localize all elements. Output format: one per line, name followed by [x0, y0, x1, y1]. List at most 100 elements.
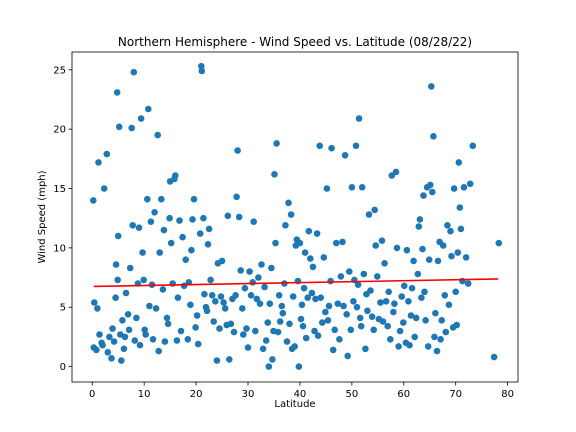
data-point: [218, 257, 226, 265]
data-point: [220, 299, 227, 306]
plot-frame: [71, 51, 519, 383]
data-point: [343, 311, 351, 318]
data-point: [240, 331, 247, 338]
data-point: [91, 299, 98, 306]
data-point: [142, 331, 149, 338]
data-point: [262, 337, 270, 344]
data-point: [152, 305, 160, 312]
data-point: [110, 338, 118, 345]
data-point: [289, 293, 297, 300]
data-point: [362, 345, 369, 353]
data-point: [144, 195, 151, 203]
data-point: [379, 318, 387, 325]
data-point: [192, 324, 199, 331]
data-point: [95, 159, 102, 166]
data-point: [189, 216, 196, 223]
data-point: [190, 195, 198, 203]
data-point: [113, 89, 121, 96]
data-point: [201, 290, 208, 298]
data-point: [316, 142, 324, 150]
data-point: [243, 325, 250, 332]
data-point: [269, 356, 276, 363]
data-point: [422, 317, 429, 324]
data-point: [337, 273, 345, 280]
data-point: [350, 298, 357, 305]
data-point: [232, 292, 239, 299]
data-point: [122, 289, 130, 297]
data-point: [416, 216, 424, 223]
data-point: [372, 242, 380, 249]
data-point: [364, 307, 371, 315]
data-point: [395, 343, 402, 350]
data-point: [208, 292, 216, 299]
data-point: [336, 336, 343, 343]
data-point: [298, 301, 306, 309]
x-axis-label: Latitude: [274, 399, 315, 410]
data-point: [347, 326, 355, 334]
data-point: [355, 115, 363, 122]
data-point: [93, 346, 100, 354]
data-point: [167, 239, 175, 247]
data-point: [317, 294, 325, 302]
data-point: [415, 223, 423, 230]
data-point: [425, 256, 433, 264]
data-point: [368, 313, 376, 321]
data-point: [308, 289, 316, 297]
data-point: [156, 249, 163, 256]
data-point: [407, 312, 415, 319]
data-point: [179, 233, 186, 241]
data-point: [194, 340, 202, 348]
data-point: [210, 318, 217, 325]
x-tick-label: 10: [138, 389, 151, 400]
data-point: [187, 301, 194, 309]
data-point: [233, 193, 240, 201]
data-point: [146, 302, 153, 310]
data-point: [396, 327, 404, 335]
data-point: [217, 293, 225, 300]
data-point: [490, 353, 498, 361]
data-point: [377, 299, 384, 306]
data-point: [126, 264, 134, 272]
data-point: [271, 171, 278, 178]
y-ticks: 0 5 10 15 20 25: [53, 65, 72, 373]
data-point: [398, 293, 406, 300]
x-tick-label: 60: [397, 389, 410, 400]
data-point: [147, 218, 155, 225]
data-point: [230, 328, 238, 336]
data-point: [323, 185, 331, 192]
data-point: [339, 238, 346, 246]
data-point: [115, 123, 123, 131]
data-point: [384, 322, 392, 330]
data-point: [354, 281, 362, 289]
data-point: [291, 343, 299, 350]
data-point: [196, 230, 204, 237]
data-point: [278, 302, 286, 310]
data-point: [205, 225, 213, 233]
data-point: [427, 181, 434, 189]
data-point: [272, 239, 279, 247]
data-point: [140, 276, 147, 284]
data-point: [356, 314, 364, 322]
data-point: [295, 363, 303, 370]
data-point: [160, 226, 168, 234]
data-point: [319, 319, 326, 326]
data-point: [357, 322, 365, 330]
data-point: [411, 333, 419, 341]
data-point: [334, 300, 342, 308]
data-point: [387, 336, 394, 343]
data-point: [365, 211, 373, 218]
data-point: [176, 217, 183, 224]
data-point: [234, 147, 241, 154]
data-point: [100, 185, 108, 192]
data-point: [241, 284, 249, 292]
data-point: [314, 332, 322, 340]
points-layer: [90, 62, 503, 370]
data-point: [109, 325, 116, 332]
data-point: [154, 131, 161, 139]
data-point: [454, 249, 462, 256]
data-point: [255, 274, 262, 281]
data-point: [274, 328, 282, 336]
chart-title: Northern Hemisphere - Wind Speed vs. Lat…: [118, 35, 472, 49]
data-point: [139, 249, 146, 256]
data-point: [453, 321, 461, 329]
